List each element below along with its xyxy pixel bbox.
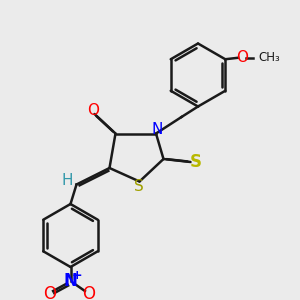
Text: −: −	[37, 294, 49, 300]
Text: S: S	[190, 153, 202, 171]
Text: O: O	[82, 285, 95, 300]
Text: +: +	[72, 268, 83, 282]
Text: N: N	[64, 272, 77, 290]
Text: O: O	[87, 103, 99, 118]
Text: O: O	[43, 285, 56, 300]
Text: H: H	[62, 173, 73, 188]
Text: N: N	[152, 122, 163, 137]
Text: CH₃: CH₃	[258, 51, 280, 64]
Text: S: S	[134, 179, 144, 194]
Text: O: O	[236, 50, 248, 65]
